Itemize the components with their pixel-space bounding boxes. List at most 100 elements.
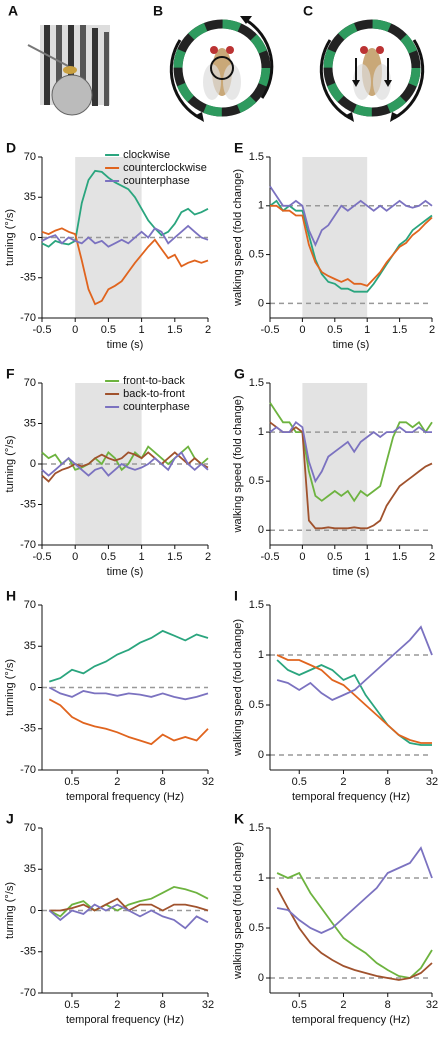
- series-line: [269, 199, 433, 293]
- series-line: [269, 421, 433, 530]
- y-tick-label: 70: [24, 599, 36, 611]
- x-tick-label: 0.5: [64, 999, 79, 1011]
- panel-label: G: [234, 366, 245, 382]
- series-line: [48, 686, 209, 701]
- y-tick-label: 1.5: [249, 151, 264, 163]
- y-tick-label: 0: [30, 904, 36, 916]
- series-line: [269, 402, 433, 503]
- panel-label: H: [6, 588, 16, 604]
- x-tick-label: 32: [202, 999, 214, 1011]
- x-tick-label: 0: [299, 324, 305, 336]
- x-tick-label: 1: [364, 551, 370, 563]
- x-tick-label: 2: [114, 776, 120, 788]
- panel-label: I: [234, 588, 238, 604]
- x-tick-label: 0.5: [327, 551, 342, 563]
- panel-label: B: [153, 3, 163, 19]
- series-line: [276, 887, 433, 981]
- stimulus-shade: [302, 383, 368, 545]
- x-tick-label: 1.5: [167, 324, 182, 336]
- y-tick-label: 0: [258, 749, 264, 761]
- x-tick-label: 8: [160, 776, 166, 788]
- y-tick-label: 0: [258, 297, 264, 309]
- illustration-b: [169, 16, 274, 122]
- y-tick-label: 0.5: [249, 922, 264, 934]
- y-tick-label: 1: [258, 649, 264, 661]
- y-tick-label: 70: [24, 151, 36, 163]
- panel-label: J: [6, 811, 14, 827]
- x-tick-label: 1.5: [392, 324, 407, 336]
- y-tick-label: 0: [30, 458, 36, 470]
- legend-label: counterclockwise: [123, 162, 207, 174]
- y-tick-label: -70: [20, 539, 36, 551]
- y-tick-label: 1.5: [249, 599, 264, 611]
- y-tick-label: 70: [24, 822, 36, 834]
- y-tick-label: 35: [24, 191, 36, 203]
- y-axis-label: turning (°/s): [4, 209, 16, 266]
- x-tick-label: -0.5: [261, 551, 280, 563]
- y-tick-label: -35: [20, 723, 36, 735]
- y-tick-label: 1: [258, 872, 264, 884]
- series-line: [276, 871, 433, 979]
- y-tick-label: 0.5: [249, 475, 264, 487]
- x-axis-label: temporal frequency (Hz): [66, 1014, 184, 1026]
- panel-label: C: [303, 3, 313, 19]
- x-axis-label: time (s): [107, 566, 144, 578]
- x-tick-label: 8: [385, 999, 391, 1011]
- x-tick-label: 0.5: [292, 999, 307, 1011]
- legend-label: back-to-front: [123, 388, 185, 400]
- y-tick-label: 35: [24, 417, 36, 429]
- x-axis-label: temporal frequency (Hz): [66, 791, 184, 803]
- y-tick-label: 35: [24, 863, 36, 875]
- series-line: [270, 204, 433, 287]
- series-line: [269, 185, 433, 248]
- y-tick-label: 0.5: [249, 248, 264, 260]
- x-tick-label: 2: [429, 551, 435, 563]
- x-tick-label: 2: [340, 999, 346, 1011]
- x-axis-label: temporal frequency (Hz): [292, 791, 410, 803]
- y-tick-label: -70: [20, 312, 36, 324]
- x-tick-label: 32: [202, 776, 214, 788]
- y-tick-label: 1.5: [249, 822, 264, 834]
- x-axis-label: time (s): [333, 566, 370, 578]
- series-line: [276, 625, 433, 702]
- x-tick-label: 32: [426, 999, 438, 1011]
- x-tick-label: 32: [426, 776, 438, 788]
- y-tick-label: -70: [20, 764, 36, 776]
- series-line: [48, 885, 209, 918]
- x-tick-label: 0.5: [292, 776, 307, 788]
- legend-label: counterphase: [123, 175, 190, 187]
- series-line: [49, 629, 209, 683]
- illustration-c: [319, 19, 425, 122]
- series-line: [276, 654, 432, 744]
- y-axis-label: turning (°/s): [4, 882, 16, 939]
- y-axis-label: turning (°/s): [4, 659, 16, 716]
- x-tick-label: 0: [72, 551, 78, 563]
- x-axis-label: temporal frequency (Hz): [292, 1014, 410, 1026]
- y-axis-label: turning (°/s): [4, 436, 16, 493]
- series-line: [41, 224, 209, 248]
- x-tick-label: -0.5: [261, 324, 280, 336]
- panel-label: K: [234, 811, 244, 827]
- series-line: [48, 698, 209, 746]
- y-tick-label: 0: [258, 972, 264, 984]
- y-tick-label: 0.5: [249, 699, 264, 711]
- series-line: [41, 450, 209, 477]
- x-tick-label: 2: [205, 551, 211, 563]
- x-tick-label: 1: [139, 551, 145, 563]
- x-tick-label: 8: [385, 776, 391, 788]
- x-tick-label: -0.5: [33, 324, 52, 336]
- legend-label: counterphase: [123, 401, 190, 413]
- y-tick-label: 0: [30, 681, 36, 693]
- y-tick-label: 1.5: [249, 377, 264, 389]
- x-tick-label: 1: [139, 324, 145, 336]
- x-tick-label: 0.5: [64, 776, 79, 788]
- y-tick-label: -35: [20, 498, 36, 510]
- y-tick-label: 0: [30, 231, 36, 243]
- series-line: [269, 421, 432, 484]
- legend-label: front-to-back: [123, 375, 185, 387]
- illustration-a: [27, 25, 110, 116]
- x-axis-label: time (s): [333, 339, 370, 351]
- x-tick-label: 0: [72, 324, 78, 336]
- x-tick-label: 2: [114, 999, 120, 1011]
